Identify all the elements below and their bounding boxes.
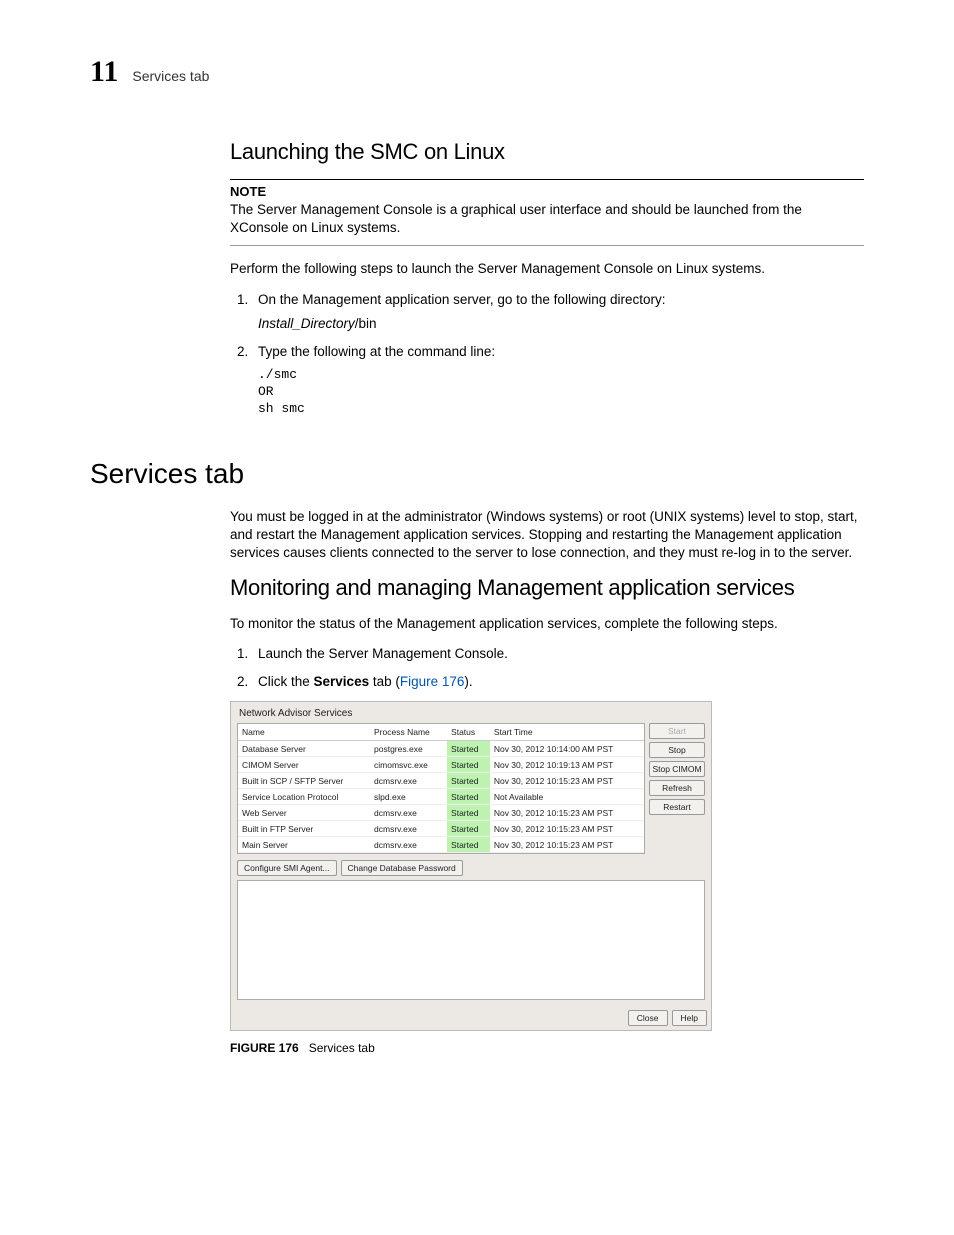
col-status[interactable]: Status <box>447 724 490 741</box>
step-1-sub: Install_Directory/bin <box>258 315 864 333</box>
cell-name: Web Server <box>238 805 370 821</box>
dialog-footer: Close Help <box>231 1004 711 1030</box>
note-rule-bottom <box>230 245 864 246</box>
mon-step-1: Launch the Server Management Console. <box>252 645 864 663</box>
mon-step-2-d: ). <box>464 674 472 689</box>
stop-cimom-button[interactable]: Stop CIMOM <box>649 761 705 777</box>
configure-smi-button[interactable]: Configure SMI Agent... <box>237 860 337 876</box>
steps-list-2: Launch the Server Management Console. Cl… <box>230 645 864 691</box>
cell-time: Nov 30, 2012 10:15:23 AM PST <box>490 773 644 789</box>
stop-button[interactable]: Stop <box>649 742 705 758</box>
mon-step-2-a: Click the <box>258 674 314 689</box>
page-header: 11 Services tab <box>90 55 864 89</box>
table-row[interactable]: Main Serverdcmsrv.exeStartedNov 30, 2012… <box>238 837 644 853</box>
table-row[interactable]: Web Serverdcmsrv.exeStartedNov 30, 2012 … <box>238 805 644 821</box>
table-row[interactable]: CIMOM Servercimomsvc.exeStartedNov 30, 2… <box>238 757 644 773</box>
code-line-1: ./smc <box>258 367 864 384</box>
note-body: The Server Management Console is a graph… <box>230 201 864 237</box>
monitoring-lead: To monitor the status of the Management … <box>230 615 864 633</box>
cell-time: Nov 30, 2012 10:15:23 AM PST <box>490 837 644 853</box>
figure-caption: FIGURE 176 Services tab <box>230 1041 864 1055</box>
step-1: On the Management application server, go… <box>252 291 864 333</box>
code-block: ./smc OR sh smc <box>258 367 864 418</box>
cell-name: Database Server <box>238 741 370 757</box>
step-2: Type the following at the command line: … <box>252 343 864 418</box>
cell-proc: cimomsvc.exe <box>370 757 447 773</box>
cell-proc: dcmsrv.exe <box>370 821 447 837</box>
table-row[interactable]: Service Location Protocolslpd.exeStarted… <box>238 789 644 805</box>
cell-name: CIMOM Server <box>238 757 370 773</box>
cell-name: Built in FTP Server <box>238 821 370 837</box>
install-dir-italic: Install_Directory <box>258 316 355 331</box>
cell-status: Started <box>447 789 490 805</box>
col-process[interactable]: Process Name <box>370 724 447 741</box>
heading-monitoring: Monitoring and managing Management appli… <box>230 575 864 601</box>
empty-panel <box>237 880 705 1000</box>
running-head: Services tab <box>132 68 209 84</box>
table-row[interactable]: Built in FTP Serverdcmsrv.exeStartedNov … <box>238 821 644 837</box>
step-1-text: On the Management application server, go… <box>258 292 665 307</box>
cell-proc: dcmsrv.exe <box>370 773 447 789</box>
start-button[interactable]: Start <box>649 723 705 739</box>
services-intro-para: You must be logged in at the administrat… <box>230 508 864 563</box>
cell-status: Started <box>447 805 490 821</box>
cell-name: Built in SCP / SFTP Server <box>238 773 370 789</box>
table-header-row: Name Process Name Status Start Time <box>238 724 644 741</box>
services-dialog: Network Advisor Services Name Process Na… <box>230 701 712 1031</box>
close-button[interactable]: Close <box>628 1010 668 1026</box>
restart-button[interactable]: Restart <box>649 799 705 815</box>
install-dir-rest: /bin <box>355 316 377 331</box>
table-row[interactable]: Database Serverpostgres.exeStartedNov 30… <box>238 741 644 757</box>
cell-proc: dcmsrv.exe <box>370 805 447 821</box>
cell-status: Started <box>447 741 490 757</box>
step-2-text: Type the following at the command line: <box>258 344 495 359</box>
cell-proc: dcmsrv.exe <box>370 837 447 853</box>
heading-services-tab: Services tab <box>90 458 864 490</box>
code-line-3: sh smc <box>258 401 864 418</box>
change-db-password-button[interactable]: Change Database Password <box>341 860 463 876</box>
mon-step-2-c: tab ( <box>369 674 400 689</box>
code-line-2: OR <box>258 384 864 401</box>
lead-paragraph: Perform the following steps to launch th… <box>230 260 864 278</box>
refresh-button[interactable]: Refresh <box>649 780 705 796</box>
cell-time: Nov 30, 2012 10:15:23 AM PST <box>490 821 644 837</box>
cell-status: Started <box>447 821 490 837</box>
figure-link[interactable]: Figure 176 <box>400 674 465 689</box>
cell-time: Nov 30, 2012 10:14:00 AM PST <box>490 741 644 757</box>
mon-step-1-text: Launch the Server Management Console. <box>258 646 508 661</box>
cell-status: Started <box>447 757 490 773</box>
cell-name: Main Server <box>238 837 370 853</box>
lower-buttons: Configure SMI Agent... Change Database P… <box>237 860 705 876</box>
heading-launching-smc: Launching the SMC on Linux <box>230 139 864 165</box>
col-name[interactable]: Name <box>238 724 370 741</box>
cell-proc: slpd.exe <box>370 789 447 805</box>
cell-time: Nov 30, 2012 10:15:23 AM PST <box>490 805 644 821</box>
help-button[interactable]: Help <box>672 1010 707 1026</box>
cell-status: Started <box>447 773 490 789</box>
note-label: NOTE <box>230 184 864 199</box>
table-row[interactable]: Built in SCP / SFTP Serverdcmsrv.exeStar… <box>238 773 644 789</box>
dialog-title: Network Advisor Services <box>239 708 705 719</box>
services-table: Name Process Name Status Start Time Data… <box>237 723 645 854</box>
steps-list-1: On the Management application server, go… <box>230 291 864 418</box>
cell-proc: postgres.exe <box>370 741 447 757</box>
action-buttons: Start Stop Stop CIMOM Refresh Restart <box>649 723 705 854</box>
cell-name: Service Location Protocol <box>238 789 370 805</box>
mon-step-2-bold: Services <box>314 674 370 689</box>
figure-text: Services tab <box>309 1041 375 1055</box>
cell-time: Nov 30, 2012 10:19:13 AM PST <box>490 757 644 773</box>
mon-step-2: Click the Services tab (Figure 176). <box>252 673 864 691</box>
chapter-number: 11 <box>90 55 118 89</box>
figure-label: FIGURE 176 <box>230 1041 299 1055</box>
col-start-time[interactable]: Start Time <box>490 724 644 741</box>
cell-status: Started <box>447 837 490 853</box>
cell-time: Not Available <box>490 789 644 805</box>
note-rule-top <box>230 179 864 180</box>
